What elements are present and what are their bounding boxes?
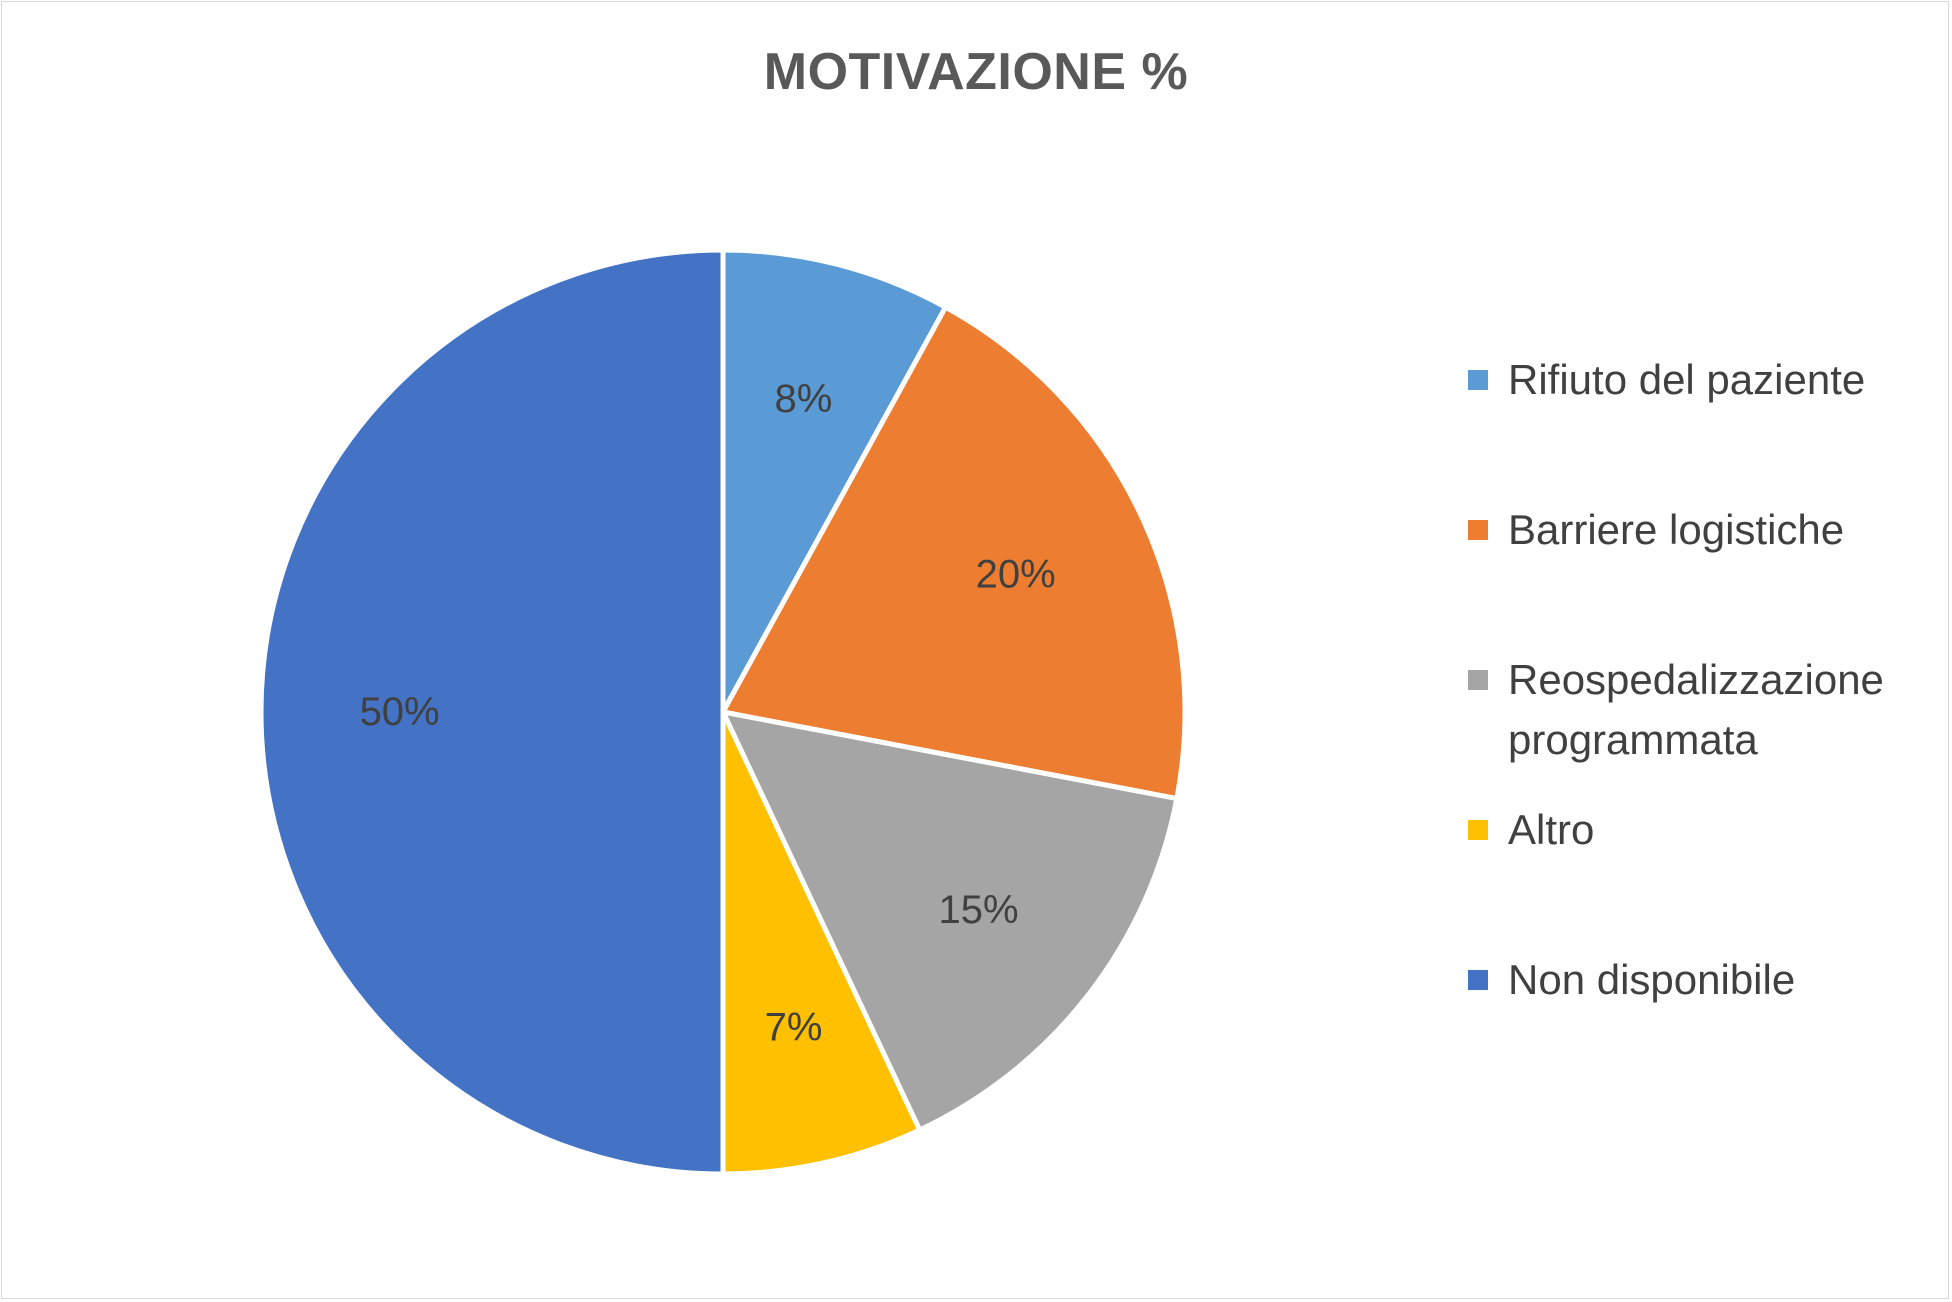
legend-swatch xyxy=(1468,670,1488,690)
legend-label: Barriere logistiche xyxy=(1508,506,1845,553)
legend-item-non-disponibile: Non disponibile xyxy=(1468,950,1928,1010)
pie-slice-reospedalizzazione-programmata xyxy=(720,709,1180,1133)
legend-item-reospedalizzazione-programmata: Reospedalizzazione programmata xyxy=(1468,650,1928,770)
pie-slice-rifiuto-del-paziente xyxy=(720,247,949,715)
legend-label: Reospedalizzazione programmata xyxy=(1508,656,1884,763)
pie-slice-barriere-logistiche xyxy=(720,304,1188,802)
pie-slice-non-disponibile xyxy=(258,247,726,1177)
legend-item-rifiuto-del-paziente: Rifiuto del paziente xyxy=(1468,350,1928,410)
legend-label: Rifiuto del paziente xyxy=(1508,356,1866,403)
legend-swatch xyxy=(1468,370,1488,390)
legend-swatch xyxy=(1468,970,1488,990)
data-label-rifiuto-del-paziente: 8% xyxy=(775,377,833,421)
legend-item-altro: Altro xyxy=(1468,800,1928,860)
data-label-barriere-logistiche: 20% xyxy=(976,552,1056,596)
legend-label: Altro xyxy=(1508,806,1595,853)
legend-swatch xyxy=(1468,820,1488,840)
data-label-altro: 7% xyxy=(765,1006,823,1050)
legend-swatch xyxy=(1468,520,1488,540)
legend-label: Non disponibile xyxy=(1508,956,1796,1003)
data-label-reospedalizzazione-programmata: 15% xyxy=(939,888,1019,932)
chart-title: MOTIVAZIONE % xyxy=(763,43,1189,101)
pie-slice-altro xyxy=(720,709,923,1177)
legend-item-barriere-logistiche: Barriere logistiche xyxy=(1468,500,1928,560)
data-label-non-disponibile: 50% xyxy=(360,690,440,734)
